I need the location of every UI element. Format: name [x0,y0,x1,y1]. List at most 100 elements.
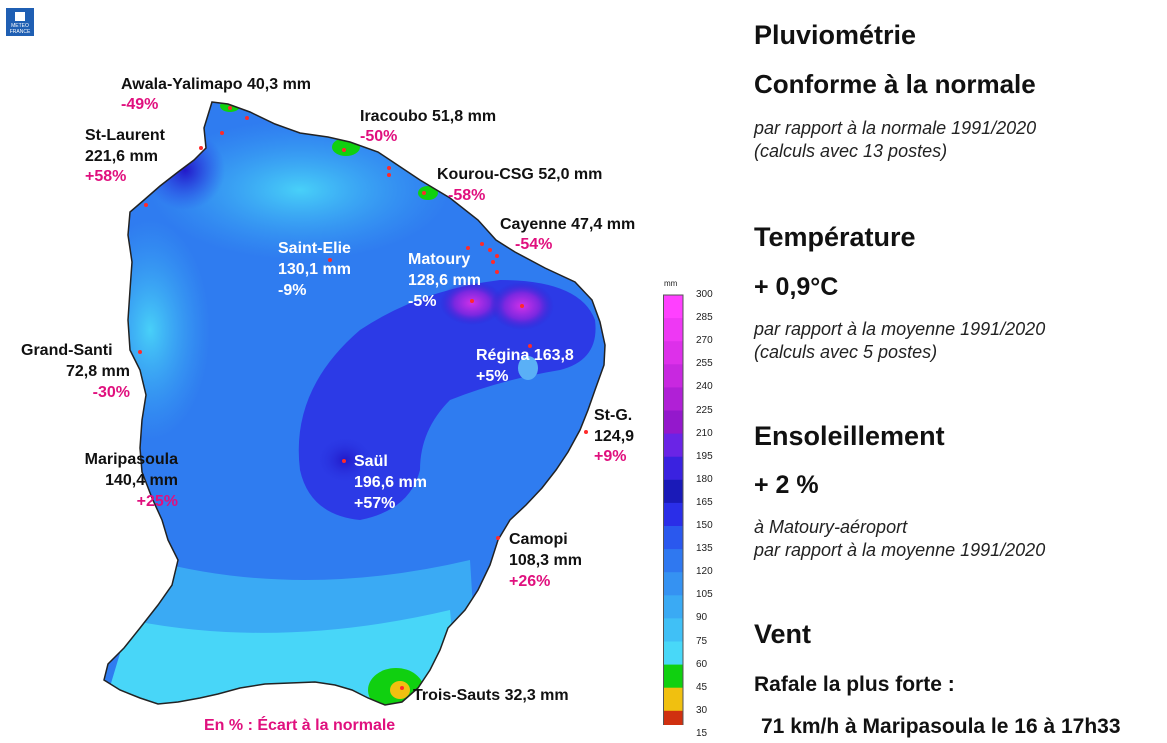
scale-band [663,318,683,342]
station-saintelie-name: Saint-Elie [278,240,351,257]
station-dot [387,173,391,177]
scale-band [663,502,683,527]
station-dot-awala [228,106,232,110]
scale-tick-label: 120 [696,566,713,578]
scale-band [663,479,683,504]
temp-value: + 0,9°C [754,273,839,301]
station-iracoubo-name: Iracoubo 51,8 mm [360,108,497,125]
station-dot-stlaurent [199,146,203,150]
station-dot [495,270,499,274]
scale-band [663,618,683,642]
station-dot-grandsanti [138,350,142,354]
station-dot-cayenne [495,254,499,258]
scale-tick-label: 195 [696,450,713,462]
panel-title: Pluviométrie [754,20,917,50]
scale-tick-label: 60 [696,658,708,670]
temp-note-2: (calculs avec 5 postes) [754,342,938,362]
station-camopi-name: Camopi [509,531,568,548]
station-dot [144,203,148,207]
wind-value: 71 km/h à Maripasoula le 16 à 17h33 [761,715,1121,738]
scale-tick-label: 135 [696,543,713,555]
scale-tick-label: 105 [696,589,713,601]
station-dot [488,248,492,252]
wind-title: Vent [754,619,812,649]
scale-tick-label: 255 [696,358,713,370]
scale-tick-label: 285 [696,312,713,324]
station-awala-name: Awala-Yalimapo 40,3 mm [121,76,312,93]
rain-status: Conforme à la normale [754,69,1036,99]
station-saintelie-value: 130,1 mm [278,261,351,278]
scale-band [663,687,683,712]
station-camopi-anomaly: +26% [509,573,551,590]
temp-title: Température [754,222,916,252]
station-dot [466,246,470,250]
station-dot [387,166,391,170]
station-kourou-name: Kourou-CSG 52,0 mm [437,166,603,183]
station-cayenne-name: Cayenne 47,4 mm [500,216,636,233]
station-regina-anomaly: +5% [476,368,509,385]
station-maripasoula-name: Maripasoula [84,451,178,468]
scale-band [663,549,683,573]
station-saul-name: Saül [354,453,388,470]
station-maripasoula-anomaly: +25% [136,493,178,510]
station-dot-saintelie [328,258,332,262]
station-saul-anomaly: +57% [354,495,396,512]
scale-band [663,295,683,319]
scale-tick-label: 240 [696,381,713,393]
station-dot [491,260,495,264]
station-dot-kourou [422,191,426,195]
rainfall-scale [663,294,684,725]
scale-band [663,433,683,458]
station-dot-saul [342,459,346,463]
scale-tick-label: 180 [696,473,713,485]
scale-tick-label: 90 [696,612,708,624]
station-dot [520,304,524,308]
scale-band [663,341,683,365]
station-matoury-name: Matoury [408,251,471,268]
scale-unit: mm [664,279,678,288]
station-grandsanti-value: 72,8 mm [65,363,130,380]
station-grandsanti-anomaly: -30% [92,384,130,401]
scale-tick-label: 75 [696,635,708,647]
rainfall-map [103,101,606,706]
rain-note-2: (calculs avec 13 postes) [754,141,948,161]
station-iracoubo-anomaly: -50% [360,128,398,145]
station-stlaurent-name: St-Laurent [85,127,165,144]
scale-band [663,526,683,550]
sun-title: Ensoleillement [754,421,945,451]
sun-note-1: à Matoury-aéroport [754,517,908,537]
scale-tick-label: 165 [696,496,713,508]
station-stg-anomaly: +9% [594,448,627,465]
station-regina-name: Régina 163,8 [476,347,574,364]
station-dot [480,242,484,246]
station-dot-iracoubo [342,148,346,152]
station-saul-value: 196,6 mm [354,474,427,491]
scale-band [663,664,683,689]
scale-band [663,595,683,619]
scale-tick-label: 225 [696,404,713,416]
sun-note-2: par rapport à la moyenne 1991/2020 [754,540,1046,560]
temp-note-1: par rapport à la moyenne 1991/2020 [754,319,1046,339]
meteo-france-logo: METEO FRANCE [6,8,34,36]
scale-band [663,364,683,388]
sun-value: + 2 % [754,471,819,499]
station-troissauts-name: Trois-Sauts 32,3 mm [413,687,569,704]
station-dot-regina [528,344,532,348]
map-note: En % : Écart à la normale [204,717,396,734]
station-stg-name: St-G. [594,407,633,424]
scale-tick-label: 150 [696,520,713,531]
station-dot-stg [584,430,588,434]
station-awala-anomaly: -49% [121,96,159,113]
station-matoury-value: 128,6 mm [408,272,481,289]
scale-tick-label: 300 [696,289,713,300]
station-cayenne-anomaly: -54% [515,236,553,253]
wind-subtitle: Rafale la plus forte : [754,673,955,696]
station-stlaurent-value: 221,6 mm [85,148,158,165]
scale-band [663,456,683,481]
station-grandsanti-name: Grand-Santi [21,342,113,359]
station-stlaurent-anomaly: +58% [85,168,127,185]
scale-tick-label: 210 [696,427,713,439]
rain-note-1: par rapport à la normale 1991/2020 [754,118,1037,138]
scale-band [663,710,683,725]
station-matoury-anomaly: -5% [408,293,437,310]
